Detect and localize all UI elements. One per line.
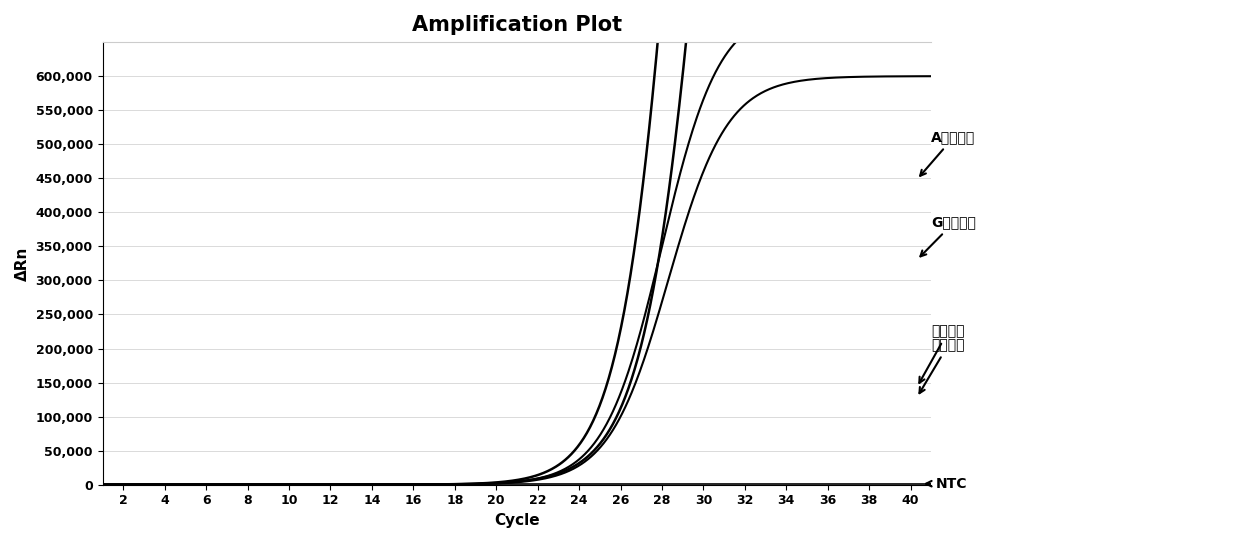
X-axis label: Cycle: Cycle	[494, 513, 540, 528]
Y-axis label: ΔRn: ΔRn	[15, 246, 30, 281]
Title: Amplification Plot: Amplification Plot	[411, 15, 622, 35]
Text: NTC: NTC	[926, 477, 966, 491]
Text: 内参基因: 内参基因	[919, 325, 965, 383]
Text: A等位基因: A等位基因	[921, 130, 975, 176]
Text: 内参基因: 内参基因	[919, 338, 965, 393]
Text: G等位基因: G等位基因	[921, 216, 976, 256]
